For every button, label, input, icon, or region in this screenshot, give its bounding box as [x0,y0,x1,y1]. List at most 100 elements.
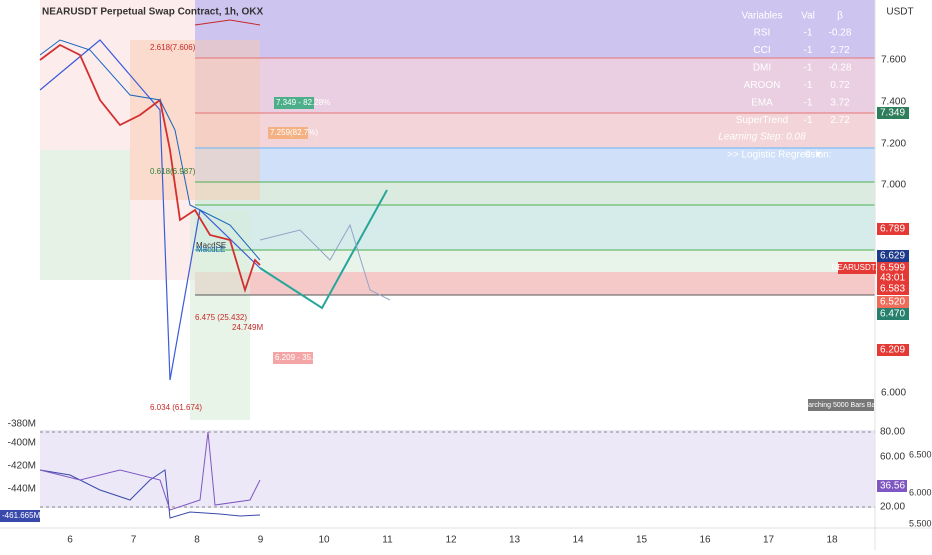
indicator-right-label: 20.00 [880,502,905,513]
table-cell: SuperTrend [736,115,788,126]
time-label: 11 [382,535,393,546]
time-label: 17 [763,535,775,546]
zigzag [39,39,261,381]
annotation: 6.034 (61.674) [150,403,202,412]
level-lines [195,57,875,296]
time-label: 13 [509,535,521,546]
price-badge-label: 6.599 [880,263,905,274]
annotation: MacdSE [196,241,226,250]
table: Variables Val β RSI -1 -0.28 CCI -1 2.72 DMI -1 -0.… [718,11,851,161]
annotation: 6.475 (25.432) [195,313,247,322]
annotation: 0.618(6.987) [150,167,196,176]
indicator-badge-label: -461.665M [2,511,41,520]
time-label: 15 [636,535,648,546]
price-label: 7.000 [881,180,906,191]
annotation: 2.618(7.606) [150,43,196,52]
price-badge [877,296,909,308]
price-label: 7.400 [881,97,906,108]
table-cell: AROON [744,80,781,91]
table-cell: -0.28 [829,28,852,39]
indicator-right-label: 80.00 [880,427,905,438]
zone [190,210,250,420]
zone [130,40,260,200]
indicator-left-label: -420M [8,461,36,472]
price-label: 6.000 [881,388,906,399]
price-badge-label: 6.209 [880,345,905,356]
price-badge-label: 6.629 [880,251,905,262]
table-header: β [837,11,843,22]
zone [195,205,875,250]
price-badge-label: 7.349 [880,108,905,119]
price-badge-label: 6.470 [880,309,905,320]
price-badge [877,272,909,284]
table-cell: -1 [804,98,813,109]
indicator-panel [40,430,875,508]
forecast [259,189,388,310]
status-badge [808,399,874,411]
band [194,19,261,26]
table-cell: 3.72 [830,98,850,109]
annotation: MacdLE [196,245,225,254]
chart-title: NEARUSDT Perpetual Swap Contract, 1h, OK… [42,7,263,18]
table-cell: EMA [751,98,773,109]
price-badge [877,107,909,119]
annotation-box [273,352,313,364]
price-badge [877,262,909,274]
symbol-badge [838,262,876,274]
price-label: 7.600 [881,55,906,66]
status: Searching 5000 Bars Back [800,402,883,409]
time-label: 6 [67,535,73,546]
price-badge [877,344,909,356]
time-label: 10 [318,535,330,546]
annotation-box [268,127,308,139]
table-cell: -1 [804,45,813,56]
table-cell: 2.72 [830,115,850,126]
table-cell: CCI [753,45,770,56]
table-cell: RSI [754,28,771,39]
learning-step: Learning Step: 0.08 [718,132,806,143]
time-label: 7 [131,535,137,546]
indicator-far-label: 6.000 [909,487,932,497]
indicator-badge-label: 36.56 [880,481,905,492]
table-cell: DMI [753,63,771,74]
table-cell: -1 [804,28,813,39]
zone [195,148,875,182]
price-label: 7.200 [881,139,906,150]
price-badge-label: 6.583 [880,284,905,295]
price-badge-label: 6.789 [880,224,905,235]
price-badge [877,283,909,295]
table-cell: 2.72 [830,45,850,56]
table-cell: -1 [804,80,813,91]
price-badge-label: 6.520 [880,297,905,308]
table-cell: 0.72 [830,80,850,91]
price-badge-label: 43:01 [880,273,905,284]
annotation: 24.749M [232,323,263,332]
time-label: 12 [445,535,457,546]
annotation: 7.259(82.7%) [270,128,318,137]
time-label: 9 [258,535,264,546]
symbol-label: NEARUSDT.P [832,263,883,272]
table-header: Variables [742,11,783,22]
zone [195,250,875,272]
indicator-right-label: 60.00 [880,452,905,463]
annotation: 7.349 - 82.28% [276,98,330,107]
time-label: 14 [572,535,584,546]
annotation: 6.209 - 35.57% [275,353,329,362]
indicator-line [39,431,261,511]
indicator-far-label: 5.500 [909,518,932,528]
indicator-left-label: -400M [8,438,36,449]
price-badge [877,223,909,235]
time-label: 18 [826,535,838,546]
price-badge [877,308,909,320]
table-cell: -0.28 [829,63,852,74]
currency: USDT [886,7,913,18]
indicator-left-label: -380M [8,419,36,430]
table-cell: -1 [804,115,813,126]
price [39,39,261,261]
table-cell: -1 [804,63,813,74]
price [39,43,261,293]
zone [195,182,875,205]
zone [195,0,875,58]
indicator-left-label: -440M [8,484,36,495]
